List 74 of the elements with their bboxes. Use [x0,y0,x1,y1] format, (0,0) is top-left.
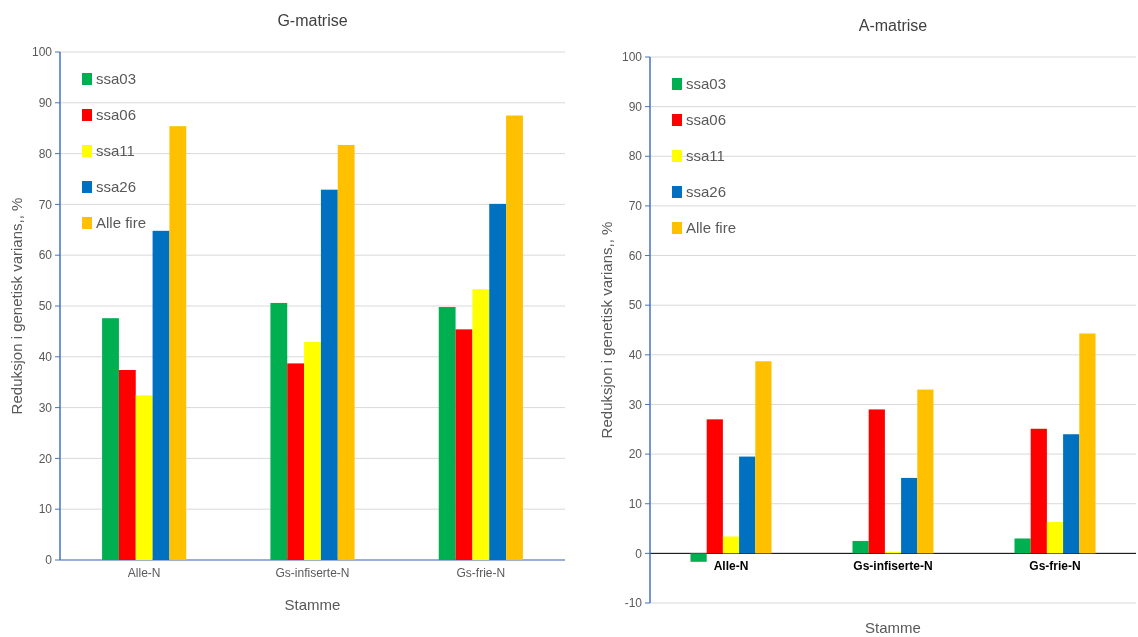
y-tick-label: 100 [621,50,643,65]
legend-label: ssa26 [686,183,727,201]
bar [489,203,507,560]
bar [1046,522,1064,554]
bar [287,363,305,560]
bar [722,536,740,554]
y-tick-label: 90 [628,99,643,114]
chart-title: A-matrise [858,17,928,34]
bar [690,553,707,562]
bar [1014,538,1031,554]
bar [337,144,355,560]
y-tick-label: 0 [635,546,643,561]
bar [1079,333,1096,554]
y-tick-label: 30 [38,400,53,415]
bar [320,189,338,560]
bar [868,409,885,554]
y-axis-title: Reduksjon i genetisk varians,, % [598,221,615,439]
bar [152,230,170,560]
legend-label: ssa11 [686,147,725,165]
y-tick-label: 40 [628,348,643,363]
y-tick-label: -10 [624,596,643,611]
y-tick-label: 80 [38,146,53,161]
bar [917,389,934,554]
bar [455,329,473,560]
y-tick-label: 30 [628,397,643,412]
x-axis-title: Stamme [865,619,921,636]
bar [118,370,136,560]
legend-label: Alle fire [686,219,737,237]
y-tick-label: 20 [628,447,643,462]
y-tick-label: 60 [38,248,53,263]
chart-title: G-matrise [277,12,348,29]
y-tick-label: 50 [628,298,643,313]
y-tick-label: 10 [38,502,53,517]
y-tick-label: 60 [628,248,643,263]
x-tick-label: Gs-infiserte-N [853,559,933,574]
x-tick-label: Gs-infiserte-N [275,566,350,580]
bar [1063,434,1080,554]
legend-label: ssa06 [686,111,727,129]
x-tick-label: Alle-N [127,566,161,580]
y-tick-label: 20 [38,451,53,466]
bar [739,456,756,554]
x-tick-label: Gs-frie-N [1029,559,1081,574]
bar [102,318,119,560]
legend-label: ssa26 [96,178,137,196]
legend-label: ssa03 [686,75,727,93]
bar [901,477,918,554]
x-tick-label: Alle-N [713,559,749,574]
y-tick-label: 80 [628,149,643,164]
bar [135,395,153,560]
bar [438,307,456,560]
bar [1030,428,1047,554]
y-tick-label: 70 [38,197,53,212]
bar [472,289,490,560]
y-tick-label: 90 [38,96,53,110]
bar [755,361,772,554]
bar [706,419,723,554]
bar [270,302,288,560]
x-axis-title: Stamme [284,596,341,613]
bar [304,342,321,560]
y-tick-label: 10 [628,496,643,511]
legend-label: ssa06 [96,106,137,124]
y-tick-label: 50 [38,299,53,314]
y-axis-title: Reduksjon i genetisk varians,, % [8,197,25,415]
legend-label: Alle fire [96,214,147,232]
y-tick-label: 0 [45,553,53,568]
bar [506,115,523,560]
x-tick-label: Gs-frie-N [456,566,506,580]
bar [852,540,869,554]
y-tick-label: 70 [628,199,643,214]
y-tick-label: 100 [31,45,53,60]
legend-label: ssa03 [96,70,137,88]
legend-label: ssa11 [96,142,135,160]
y-tick-label: 40 [38,350,53,364]
bar [169,126,187,560]
